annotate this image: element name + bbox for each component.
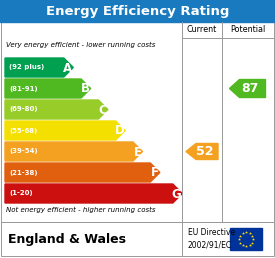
Bar (1, 22, 274, 222)
Text: B: B (81, 83, 90, 95)
Polygon shape (5, 121, 125, 140)
Text: (21-38): (21-38) (9, 170, 37, 175)
Text: C: C (98, 103, 107, 117)
Text: Current: Current (187, 26, 217, 35)
Bar (1, 222, 274, 256)
Text: F: F (151, 166, 159, 180)
Text: (55-68): (55-68) (9, 127, 37, 133)
Text: A: A (63, 61, 72, 75)
Polygon shape (5, 184, 182, 203)
Text: D: D (114, 125, 124, 138)
Polygon shape (5, 58, 73, 77)
Polygon shape (230, 79, 265, 98)
Text: (69-80): (69-80) (9, 107, 37, 112)
Bar (230, 228, 262, 250)
Text: Potential: Potential (230, 26, 265, 35)
Polygon shape (5, 100, 108, 119)
Text: Energy Efficiency Rating: Energy Efficiency Rating (46, 4, 229, 18)
Text: 52: 52 (196, 145, 214, 158)
Text: England & Wales: England & Wales (8, 232, 126, 246)
Text: EU Directive: EU Directive (188, 228, 235, 237)
Polygon shape (5, 163, 160, 182)
Text: 87: 87 (241, 82, 258, 95)
Text: 2002/91/EC: 2002/91/EC (188, 241, 232, 250)
Text: Very energy efficient - lower running costs: Very energy efficient - lower running co… (6, 42, 155, 48)
Polygon shape (5, 79, 91, 98)
Text: (92 plus): (92 plus) (9, 64, 44, 70)
Polygon shape (186, 143, 218, 159)
Text: G: G (172, 188, 181, 200)
Text: E: E (134, 146, 142, 158)
Polygon shape (5, 142, 142, 161)
Text: (81-91): (81-91) (9, 85, 38, 92)
Bar (0, 0, 275, 22)
Text: (1-20): (1-20) (9, 190, 33, 197)
Text: (39-54): (39-54) (9, 149, 38, 155)
Text: Not energy efficient - higher running costs: Not energy efficient - higher running co… (6, 207, 155, 213)
